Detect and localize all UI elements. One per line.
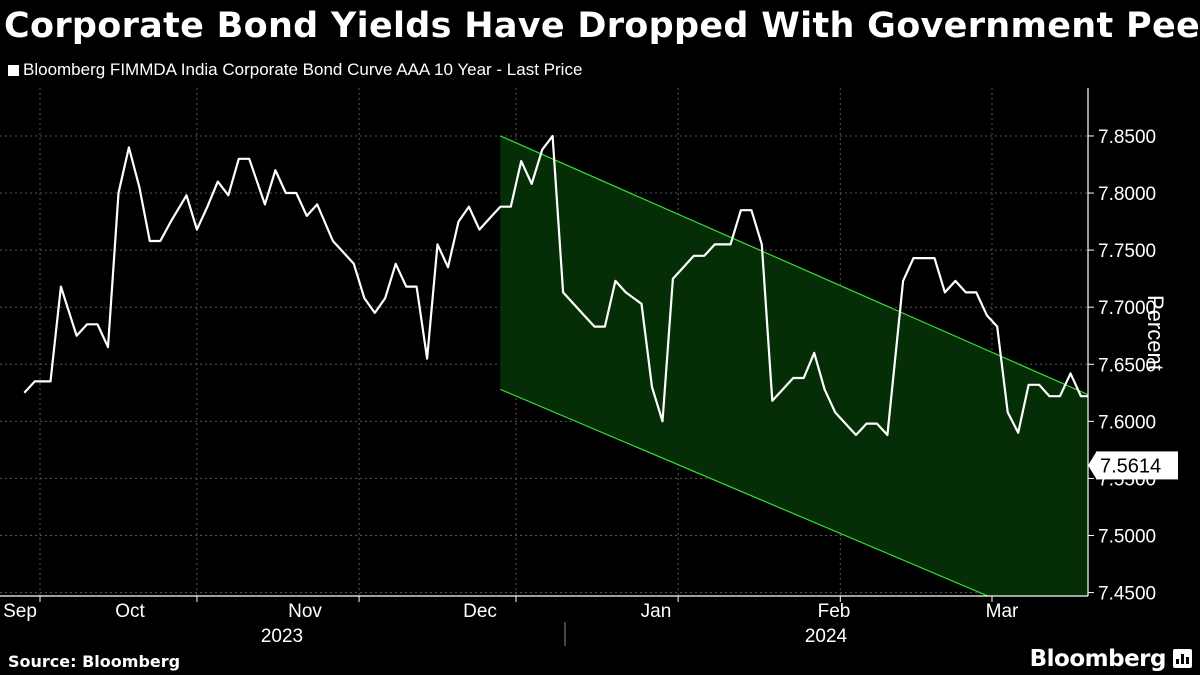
bloomberg-logo: Bloomberg <box>1029 646 1167 672</box>
last-value-label: 7.5614 <box>1100 455 1161 477</box>
x-tick-label: Dec <box>463 601 497 622</box>
series-line <box>23 134 1088 437</box>
y-tick-label: 7.5000 <box>1098 527 1156 548</box>
legend-label: Bloomberg FIMMDA India Corporate Bond Cu… <box>23 60 583 79</box>
trend-channel-upper <box>500 135 1088 396</box>
y-tick-label: 7.4500 <box>1098 584 1156 605</box>
trend-channel-lower <box>500 388 990 596</box>
y-tick-label: 7.7500 <box>1098 241 1156 262</box>
y-tick-label: 7.6000 <box>1098 412 1156 433</box>
year-label: 2023 <box>261 626 303 647</box>
x-tick-label: Mar <box>986 601 1019 622</box>
x-tick-label: Oct <box>115 601 145 622</box>
y-tick-label: 7.7000 <box>1098 298 1156 319</box>
last-value-box <box>1096 451 1178 480</box>
bloomberg-chart-icon <box>1173 649 1192 668</box>
x-tick-label: Feb <box>818 601 851 622</box>
legend-swatch <box>8 64 19 76</box>
x-tick-label: Nov <box>288 601 322 622</box>
y-axis-title: Percent <box>1143 295 1168 371</box>
trend-channel-fill <box>500 135 1088 596</box>
chart-title: Corporate Bond Yields Have Dropped With … <box>4 6 1200 46</box>
year-label: 2024 <box>805 626 848 647</box>
y-tick-label: 7.6500 <box>1098 355 1156 376</box>
y-tick-label: 7.8000 <box>1098 184 1156 205</box>
last-value-pointer <box>1088 452 1096 479</box>
source-note: Source: Bloomberg <box>8 652 181 671</box>
x-tick-label: Jan <box>641 601 672 622</box>
y-tick-label: 7.8500 <box>1098 127 1156 148</box>
legend: Bloomberg FIMMDA India Corporate Bond Cu… <box>8 60 582 80</box>
x-tick-label: Sep <box>3 601 37 622</box>
